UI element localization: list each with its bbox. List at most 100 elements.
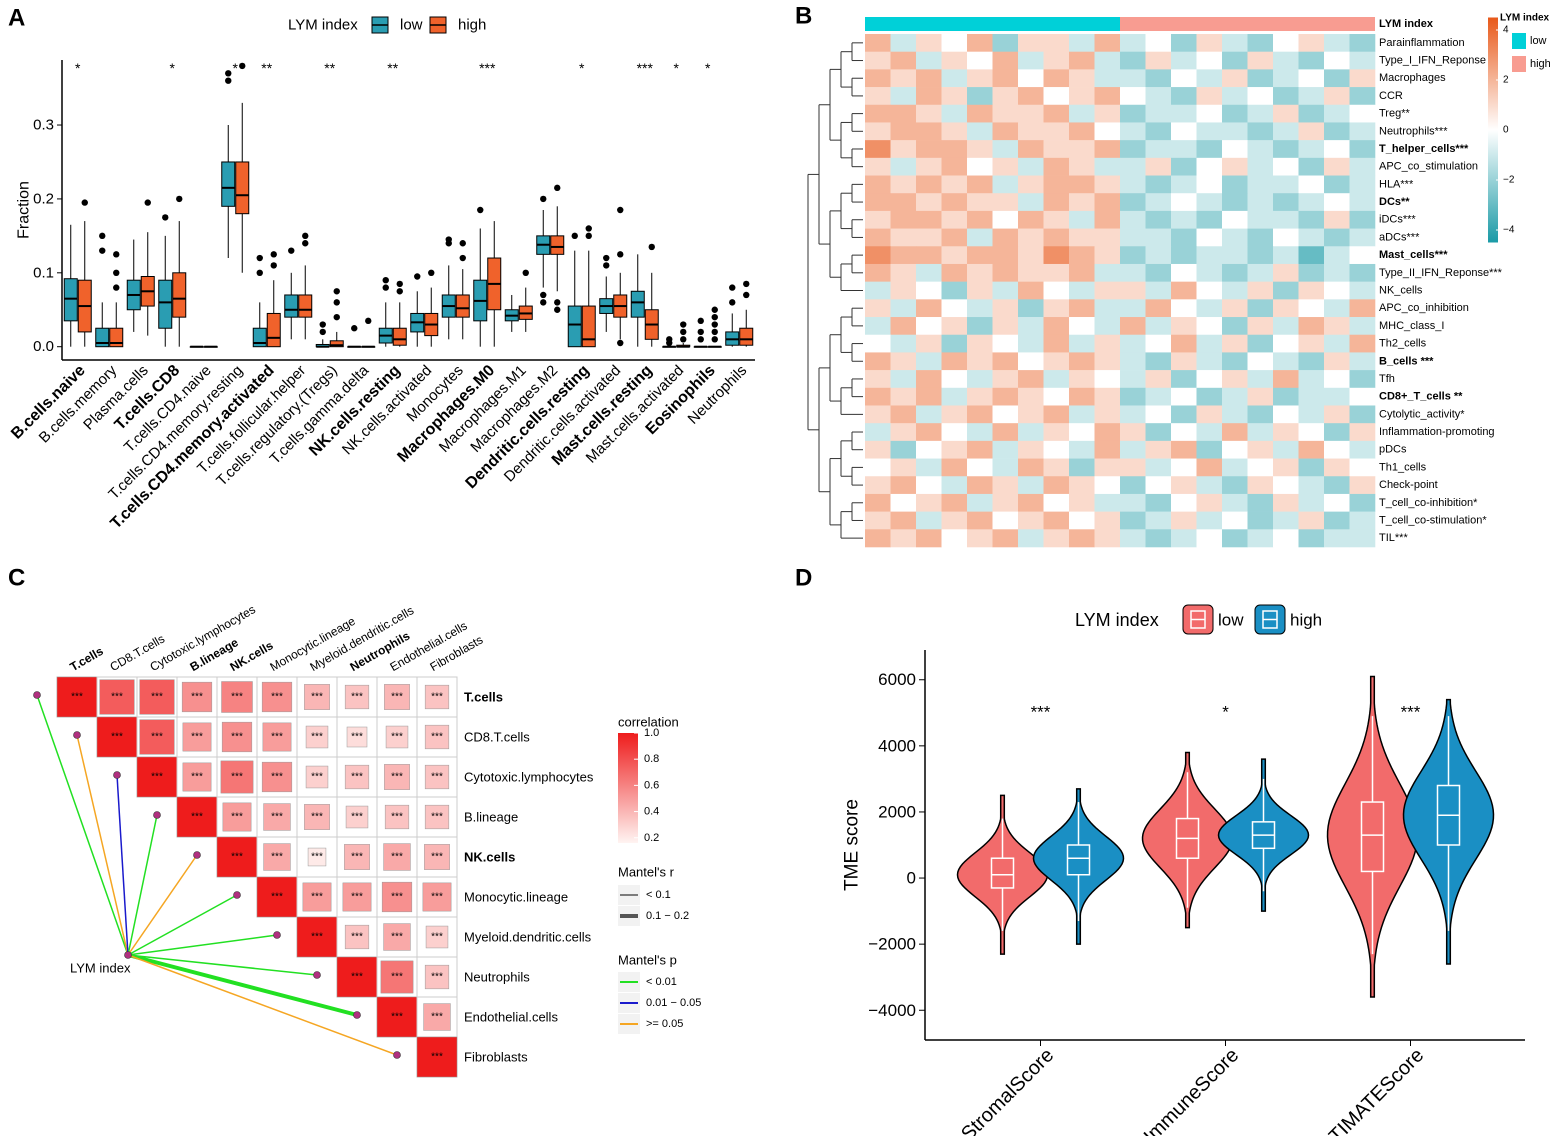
- heat-cell: [1145, 193, 1172, 212]
- heat-cell: [1349, 140, 1376, 159]
- heat-cell: [1324, 529, 1350, 548]
- col-label: T.cells: [68, 644, 106, 674]
- significance: ***: [1031, 703, 1051, 722]
- box: [567, 305, 582, 348]
- heat-cell: [890, 122, 917, 141]
- mantel-link: [127, 954, 398, 1056]
- heat-cell: [1196, 210, 1223, 229]
- panel-label: D: [795, 565, 812, 592]
- heat-cell: [1120, 246, 1146, 265]
- heat-cell: [1018, 334, 1044, 353]
- heat-cell: [1018, 281, 1044, 300]
- heat-cell: [890, 317, 917, 336]
- heat-cell: [1043, 228, 1070, 247]
- corr-square: [221, 681, 253, 713]
- significance: **: [261, 60, 272, 76]
- heat-cell: [890, 228, 917, 247]
- heat-cell: [1222, 317, 1248, 336]
- outlier: [382, 276, 389, 284]
- box: [739, 327, 754, 346]
- heat-cell: [1196, 493, 1223, 512]
- row-label: Neutrophils***: [1379, 125, 1448, 137]
- corr-square: [342, 882, 372, 912]
- row-label: CD8+_T_cells **: [1379, 391, 1463, 403]
- cell-label: ***: [431, 812, 443, 823]
- corr-square: [424, 844, 450, 870]
- y-tick-label: 0.2: [33, 190, 54, 207]
- heat-cell: [1196, 140, 1223, 159]
- outlier: [445, 236, 452, 243]
- heat-cell: [1069, 140, 1095, 159]
- heat-cell: [1018, 370, 1044, 389]
- heat-cell: [1145, 352, 1172, 371]
- heat-cell: [941, 281, 968, 300]
- colorbar-label: −2: [1503, 175, 1515, 186]
- heat-cell: [967, 423, 993, 442]
- heat-cell: [992, 370, 1019, 389]
- heat-cell: [1196, 529, 1223, 548]
- heat-cell: [1324, 51, 1350, 70]
- significance: *: [233, 60, 239, 76]
- heat-cell: [865, 157, 891, 176]
- corr-square: [383, 923, 411, 951]
- outlier: [743, 280, 750, 288]
- heat-cell: [1171, 193, 1197, 212]
- outlier: [333, 299, 340, 306]
- heat-cell: [865, 246, 891, 265]
- heat-cell: [916, 387, 942, 406]
- y-tick-label: 2000: [878, 802, 916, 821]
- x-tick-label: ImmuneScore: [1140, 1044, 1244, 1136]
- row-label: MHC_class_I: [1379, 320, 1444, 332]
- outlier: [711, 313, 718, 321]
- heat-cell: [1349, 493, 1376, 512]
- significance: ***: [479, 60, 496, 76]
- heat-cell: [1273, 493, 1299, 512]
- cell-label: ***: [71, 692, 83, 703]
- corr-square: [263, 843, 291, 871]
- corr-square: [56, 676, 98, 718]
- heat-cell: [1018, 263, 1044, 282]
- heat-cell: [1196, 87, 1223, 106]
- heat-cell: [1196, 69, 1223, 88]
- y-tick-label: −4000: [868, 1001, 916, 1020]
- heat-cell: [1222, 140, 1248, 159]
- heat-cell: [1298, 104, 1325, 123]
- heat-cell: [1018, 352, 1044, 371]
- outlier: [428, 269, 435, 277]
- heat-cell: [1298, 193, 1325, 212]
- heat-cell: [1273, 370, 1299, 389]
- heat-cell: [1120, 157, 1146, 176]
- corr-square: [384, 764, 410, 790]
- heat-cell: [1324, 122, 1350, 141]
- corr-square: [425, 925, 449, 949]
- cell-label: ***: [311, 812, 323, 823]
- heat-cell: [865, 34, 891, 52]
- heat-cell: [1069, 193, 1095, 212]
- row-label: Treg**: [1379, 108, 1410, 120]
- mantel-link: [127, 854, 198, 956]
- heat-cell: [1069, 440, 1095, 459]
- heat-cell: [1196, 34, 1223, 52]
- outlier: [680, 336, 687, 343]
- heat-cell: [1247, 334, 1274, 353]
- heat-cell: [1069, 352, 1095, 371]
- heat-cell: [1273, 281, 1299, 300]
- heat-cell: [890, 370, 917, 389]
- heat-cell: [941, 51, 968, 70]
- heat-cell: [1094, 246, 1121, 265]
- outlier: [113, 251, 120, 258]
- heat-cell: [1298, 246, 1325, 265]
- outlier: [333, 313, 340, 321]
- heat-cell: [992, 246, 1019, 265]
- heat-cell: [1196, 352, 1223, 371]
- outlier: [711, 306, 718, 313]
- outlier: [697, 336, 704, 343]
- cell-label: ***: [351, 852, 363, 863]
- heat-cell: [1043, 370, 1070, 389]
- row-label: NK_cells: [1379, 285, 1423, 297]
- heat-cell: [1324, 334, 1350, 353]
- heat-cell: [1273, 263, 1299, 282]
- cell-label: ***: [351, 772, 363, 783]
- heat-cell: [1196, 104, 1223, 123]
- heat-cell: [1273, 317, 1299, 336]
